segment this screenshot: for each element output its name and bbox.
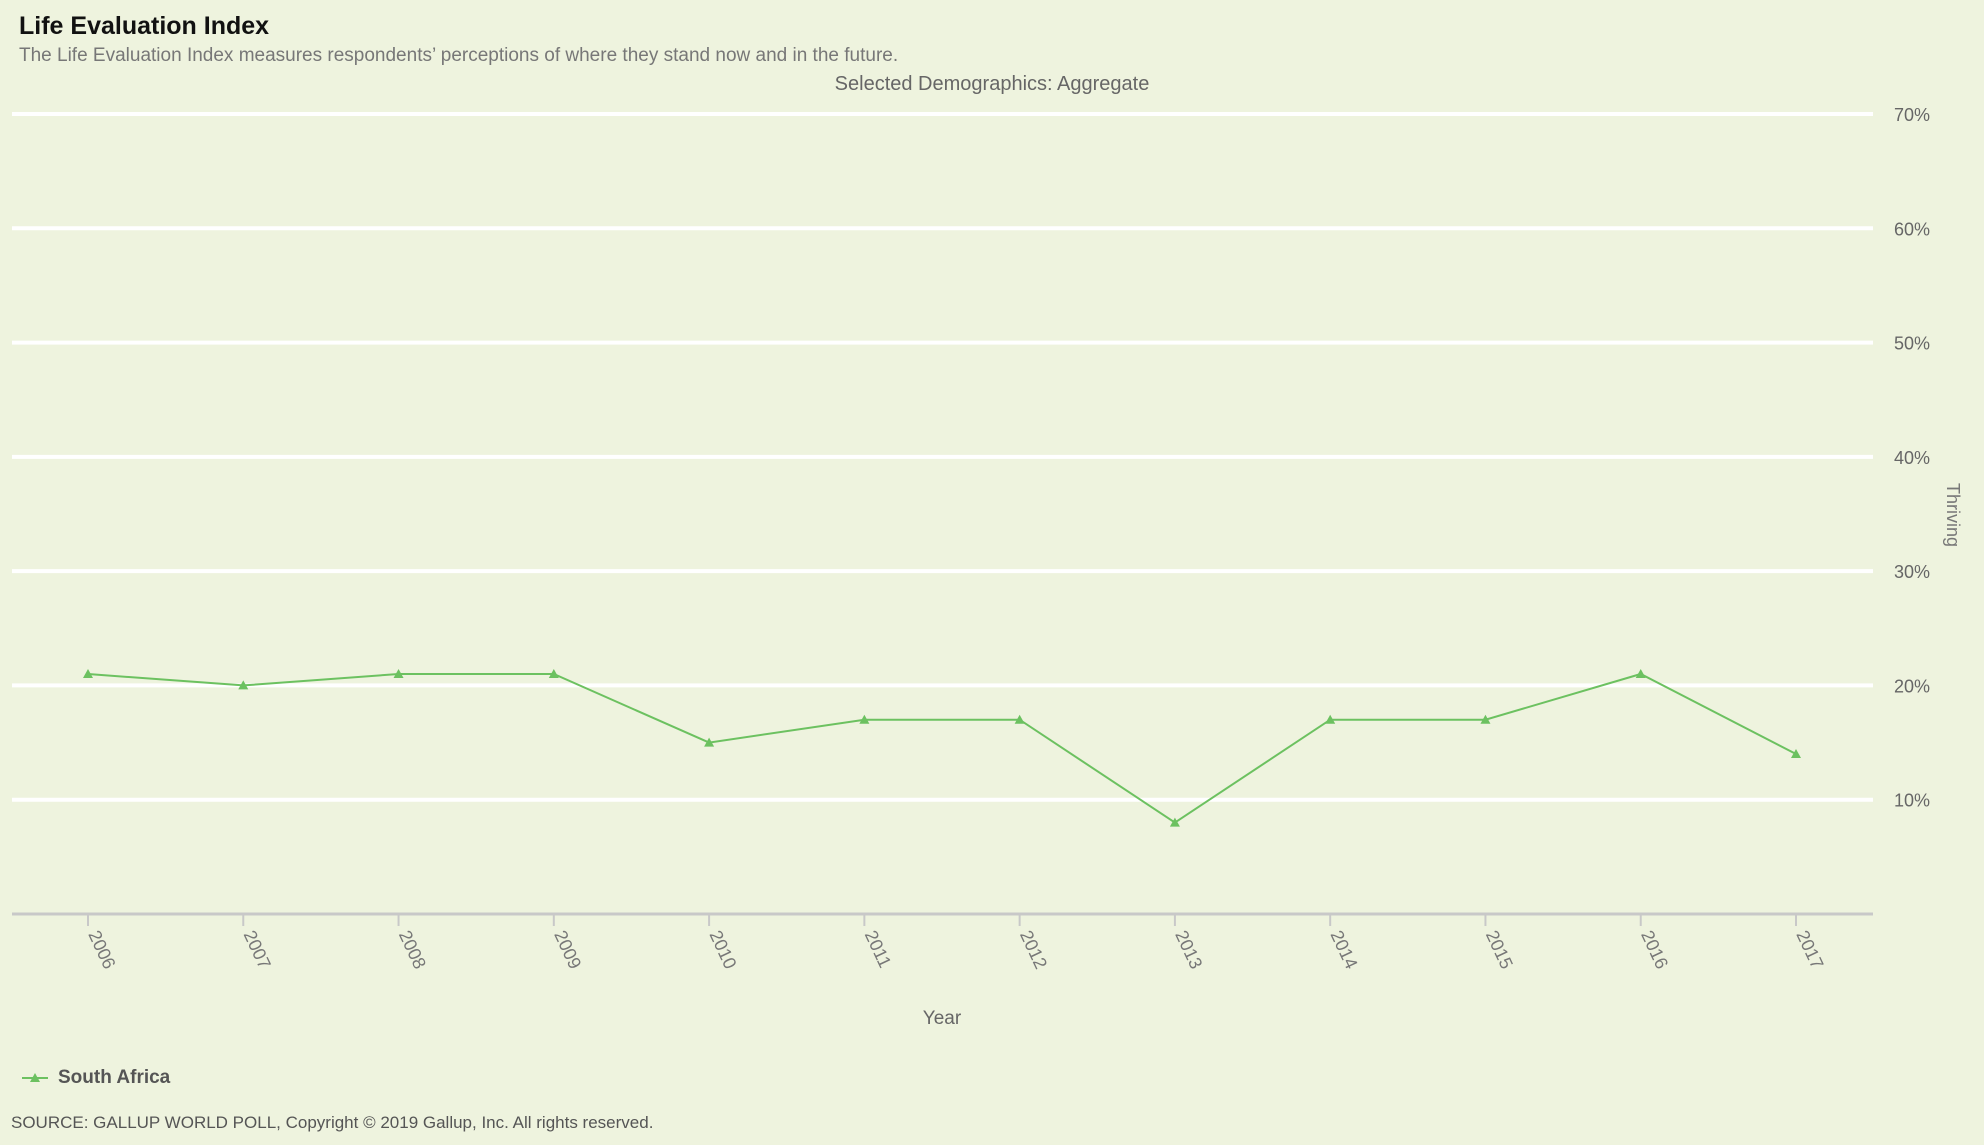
data-point[interactable]: [83, 669, 93, 678]
x-tick-label: 2011: [861, 927, 895, 971]
x-tick-label: 2010: [705, 927, 740, 972]
series-south-africa: [83, 669, 1801, 827]
data-point[interactable]: [859, 714, 870, 724]
data-point[interactable]: [393, 669, 404, 678]
source-note: SOURCE: GALLUP WORLD POLL, Copyright © 2…: [11, 1113, 654, 1132]
y-tick-label: 30%: [1894, 562, 1930, 582]
data-point[interactable]: [1169, 817, 1180, 827]
legend-swatch-icon: [22, 1073, 48, 1082]
x-tick-label: 2009: [550, 927, 585, 972]
data-point[interactable]: [548, 669, 559, 678]
chart-subtitle: The Life Evaluation Index measures respo…: [19, 45, 899, 66]
data-point[interactable]: [238, 680, 249, 690]
x-tick-label: 2016: [1637, 927, 1672, 972]
chart-title: Life Evaluation Index: [19, 12, 270, 40]
legend[interactable]: South Africa: [22, 1067, 170, 1089]
y-tick-label: 20%: [1894, 676, 1930, 696]
x-tick-label: 2013: [1171, 927, 1206, 972]
data-point[interactable]: [1325, 714, 1336, 724]
data-point[interactable]: [1791, 749, 1801, 758]
series-line: [87, 672, 1797, 824]
demographics-label: Selected Demographics: Aggregate: [834, 73, 1150, 95]
data-point[interactable]: [704, 737, 715, 747]
data-point[interactable]: [1635, 669, 1646, 678]
y-axis: 10% 20% 30% 40% 50% 60% 70%: [1894, 105, 1930, 811]
x-tick-label: 2007: [240, 927, 275, 972]
y-tick-label: 10%: [1894, 791, 1930, 811]
x-tick-label: 2012: [1016, 927, 1051, 972]
data-point[interactable]: [1014, 714, 1025, 724]
y-axis-label: Thriving: [1943, 483, 1963, 547]
x-tick-label: 2008: [395, 927, 430, 972]
y-tick-label: 40%: [1894, 448, 1930, 468]
data-point[interactable]: [1480, 714, 1491, 724]
y-tick-label: 60%: [1894, 219, 1930, 239]
x-axis-label: Year: [923, 1008, 962, 1029]
x-tick-label: 2017: [1792, 927, 1827, 972]
y-tick-label: 70%: [1894, 105, 1930, 125]
gridlines: [12, 112, 1873, 802]
x-tick-label: 2006: [84, 927, 119, 972]
x-tick-label: 2015: [1482, 927, 1517, 972]
legend-label-south-africa: South Africa: [58, 1067, 171, 1088]
x-tick-label: 2014: [1327, 927, 1362, 972]
x-axis: [12, 912, 1873, 926]
y-tick-label: 50%: [1894, 334, 1930, 354]
x-tick-labels: 2006 2007 2008 2009 2010 2011 2012 2013 2014 2015…: [84, 927, 1827, 972]
